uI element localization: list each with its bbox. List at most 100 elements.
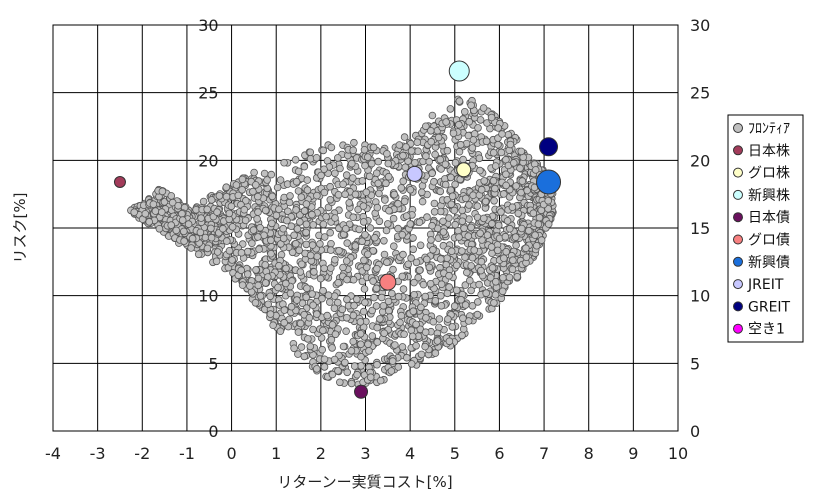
frontier-point [350, 138, 358, 147]
frontier-point [294, 167, 303, 176]
frontier-point [476, 116, 485, 124]
frontier-point [266, 236, 275, 245]
frontier-point [376, 376, 385, 385]
frontier-point [433, 337, 442, 345]
frontier-point [425, 263, 434, 272]
frontier-point [318, 294, 326, 303]
y-tick-label-left: 5 [208, 354, 218, 373]
frontier-point [336, 164, 344, 173]
frontier-point [512, 241, 520, 250]
frontier-point [312, 365, 321, 373]
frontier-point [367, 159, 376, 168]
frontier-point [422, 314, 430, 322]
frontier-point [180, 237, 188, 245]
frontier-point [455, 233, 463, 241]
frontier-point [465, 117, 474, 126]
frontier-point [448, 323, 457, 331]
frontier-point [178, 216, 187, 224]
frontier-point [254, 274, 263, 283]
frontier-point [309, 325, 317, 334]
frontier-point [385, 206, 393, 215]
frontier-point [232, 181, 241, 189]
frontier-point [451, 180, 459, 189]
frontier-point [419, 280, 428, 289]
frontier-point [461, 281, 470, 289]
frontier-point [323, 311, 332, 320]
frontier-point [468, 253, 477, 262]
frontier-point [431, 349, 440, 357]
y-axis-title: リスク[%] [11, 193, 29, 264]
frontier-point [310, 268, 318, 276]
frontier-point [330, 292, 339, 300]
frontier-point [330, 304, 339, 313]
asset-point [456, 162, 472, 178]
frontier-point [402, 353, 411, 362]
frontier-point [399, 285, 408, 293]
frontier-point [399, 177, 408, 186]
frontier-point [296, 268, 305, 276]
frontier-point [437, 301, 446, 310]
frontier-point [517, 147, 526, 156]
frontier-point [446, 173, 455, 182]
frontier-point [498, 287, 507, 296]
frontier-point [372, 302, 381, 310]
x-tick-label: 7 [539, 444, 549, 463]
frontier-point [430, 199, 439, 208]
y-tick-label-left: 25 [198, 84, 218, 103]
frontier-point [339, 342, 348, 351]
frontier-point [429, 317, 438, 326]
frontier-point [297, 193, 306, 201]
legend-marker [733, 234, 743, 245]
frontier-point [261, 206, 270, 215]
frontier-point [443, 146, 452, 155]
frontier-point [436, 187, 445, 196]
frontier-point [349, 146, 358, 155]
legend-marker [733, 167, 743, 178]
frontier-point [483, 231, 492, 239]
frontier-point [222, 183, 231, 192]
frontier-point [184, 220, 193, 228]
frontier-point [228, 256, 236, 264]
frontier-point [413, 138, 422, 147]
x-tick-label: 1 [271, 444, 281, 463]
frontier-point [458, 206, 467, 215]
frontier-point [452, 286, 461, 295]
frontier-point [331, 330, 340, 339]
frontier-point [374, 179, 383, 188]
frontier-point [529, 209, 538, 218]
frontier-point [399, 250, 407, 259]
frontier-point [276, 327, 285, 336]
frontier-point [380, 237, 388, 245]
frontier-point [219, 224, 227, 233]
frontier-point [476, 229, 484, 238]
frontier-point [446, 105, 455, 113]
frontier-point [499, 190, 508, 198]
legend-label: JREIT [747, 277, 784, 293]
frontier-point [363, 250, 372, 259]
frontier-point [407, 326, 416, 335]
frontier-point [436, 155, 445, 164]
frontier-point [411, 159, 419, 167]
frontier-point [266, 292, 275, 301]
frontier-point [391, 341, 399, 349]
frontier-point [228, 223, 237, 231]
y-tick-label-right: 5 [690, 354, 700, 373]
frontier-point [489, 177, 498, 185]
frontier-point [400, 133, 409, 141]
x-tick-label: 2 [316, 444, 326, 463]
frontier-point [445, 271, 453, 280]
legend-marker [733, 279, 743, 290]
x-tick-label: 10 [668, 444, 688, 463]
frontier-point [459, 155, 467, 164]
frontier-point [407, 360, 416, 368]
frontier-point [349, 337, 358, 346]
frontier-point [158, 187, 167, 196]
frontier-point [327, 143, 336, 152]
frontier-point [481, 197, 490, 206]
frontier-point [389, 242, 398, 251]
legend-label: 日本株 [748, 143, 790, 159]
frontier-point [464, 232, 473, 240]
frontier-point [491, 162, 500, 170]
frontier-point [412, 341, 420, 350]
frontier-point [158, 208, 166, 216]
